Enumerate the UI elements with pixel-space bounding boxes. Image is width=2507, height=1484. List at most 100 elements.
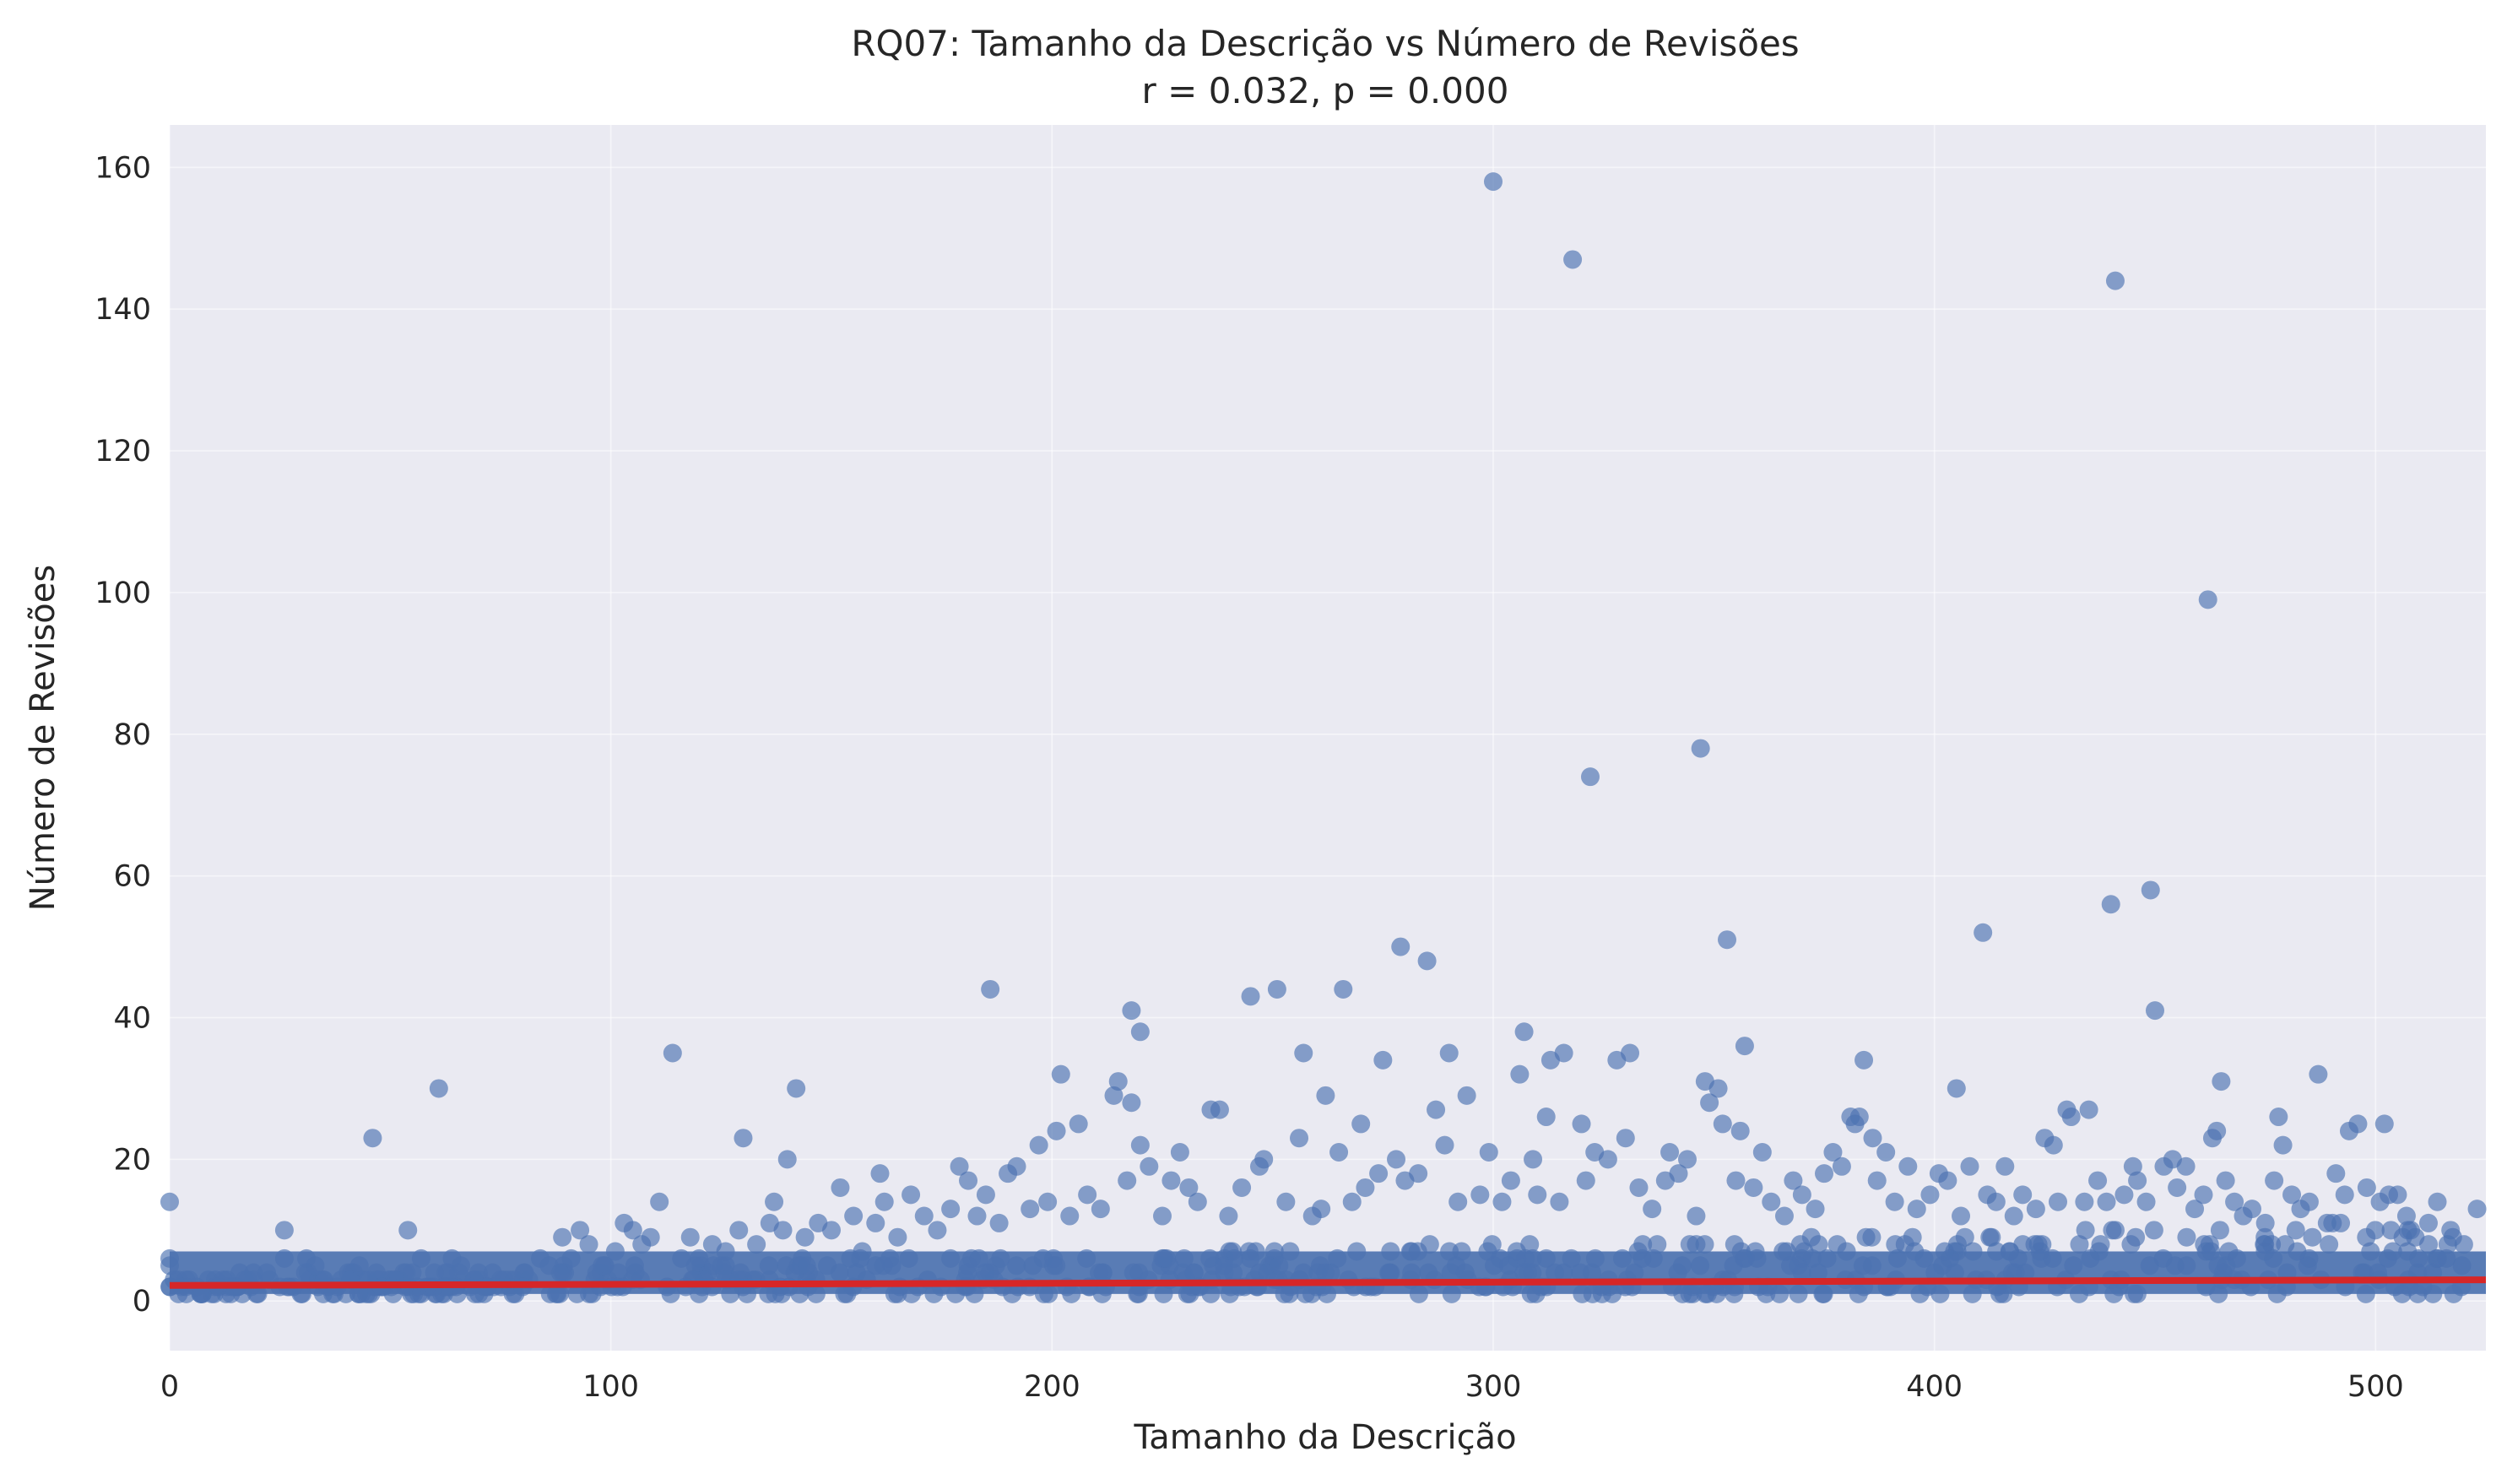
data-point [1713,1114,1732,1134]
data-point [787,1079,806,1098]
data-point [605,1242,625,1261]
data-point [1827,1235,1847,1254]
data-point [663,1043,682,1063]
x-axis-label: Tamanho da Descrição [1133,1418,1516,1457]
x-tick-label: 200 [1024,1370,1080,1404]
data-point [1280,1284,1299,1303]
data-point [580,1284,599,1303]
data-point [1898,1156,1918,1176]
data-point [874,1256,893,1275]
data-point [1078,1185,1097,1205]
data-point [650,1192,669,1211]
data-point [1219,1206,1238,1226]
data-point [2177,1227,2196,1247]
data-point [2144,1221,2163,1240]
data-point [1789,1284,1808,1303]
data-point [1815,1164,1833,1183]
data-point [795,1227,815,1247]
data-point [1672,1256,1692,1275]
data-point [1752,1142,1772,1162]
data-point [950,1156,969,1176]
data-point [1907,1200,1926,1219]
data-point [2383,1242,2402,1261]
data-point [1576,1171,1595,1190]
data-point [1417,951,1437,971]
data-point [1963,1242,1983,1261]
data-point [641,1227,660,1247]
data-point [1156,1248,1176,1268]
data-point [1735,1037,1754,1056]
data-point [2428,1192,2447,1211]
data-point [1069,1114,1088,1134]
trend-line-group [169,1276,2487,1289]
data-point [1773,1242,1793,1261]
data-point [2185,1200,2205,1219]
data-point [2103,1221,2122,1240]
data-point [571,1221,590,1240]
data-point [1479,1142,1498,1162]
data-point [680,1227,700,1247]
data-point [1457,1086,1476,1105]
data-point [1381,1242,1400,1261]
data-point [2269,1108,2288,1127]
data-point [2320,1235,2339,1254]
data-point [1200,1248,1220,1268]
data-point [766,1284,785,1303]
data-point [885,1284,904,1303]
data-point [1170,1142,1189,1162]
data-point [2398,1242,2418,1261]
data-point [1153,1206,1172,1226]
data-point [1021,1200,1040,1219]
y-tick-label: 60 [113,860,151,894]
data-point [1585,1248,1605,1268]
data-point [2088,1171,2108,1190]
data-point [2079,1100,2098,1119]
y-tick-label: 120 [95,435,151,468]
data-point [1572,1114,1591,1134]
data-point [169,1284,188,1303]
data-point [1524,1150,1543,1169]
data-point [2104,1284,2124,1303]
data-point [1747,1248,1767,1268]
data-point [160,1192,179,1211]
data-point [623,1221,642,1240]
data-point [738,1284,757,1303]
data-point [2089,1242,2109,1261]
data-point [2454,1235,2473,1254]
data-point [1955,1227,1974,1247]
data-point [1945,1263,1964,1282]
data-point [1731,1242,1751,1261]
data-point [1986,1192,2006,1211]
data-point [729,1221,749,1240]
data-point [1232,1178,1252,1197]
data-point [548,1284,567,1303]
data-point [274,1221,294,1240]
data-point [1328,1248,1347,1268]
data-point [1409,1164,1428,1183]
data-point [1612,1248,1632,1268]
data-point [1757,1284,1776,1303]
data-point [1510,1064,1530,1084]
data-point [2194,1185,2213,1205]
data-point [1519,1263,1538,1282]
data-point [1241,1248,1260,1268]
data-point [1905,1242,1925,1261]
data-point [1680,1235,1699,1254]
data-point [2225,1192,2244,1211]
data-point [2452,1256,2472,1275]
data-point [959,1171,978,1190]
scatter-points [160,172,2487,1303]
data-point [2216,1171,2235,1190]
data-point [1963,1284,1982,1303]
data-point [1573,1284,1592,1303]
data-point [160,1256,179,1275]
data-point [1724,1256,1743,1275]
chart-subtitle: r = 0.032, p = 0.000 [1142,70,1509,111]
data-point [1267,979,1286,999]
data-point [773,1221,793,1240]
data-point [451,1256,470,1275]
data-point [1669,1164,1688,1183]
x-tick-label: 100 [582,1370,639,1404]
data-point [2299,1248,2319,1268]
data-point [690,1248,709,1268]
